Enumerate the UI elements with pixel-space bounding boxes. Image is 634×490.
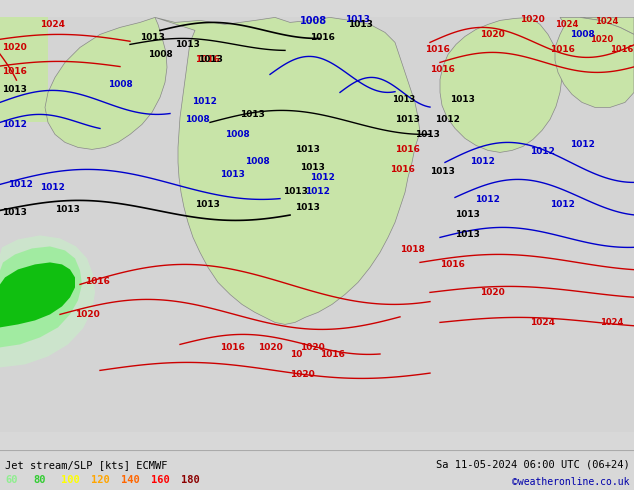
Text: 1013: 1013: [450, 96, 475, 104]
Text: 1013: 1013: [345, 15, 370, 24]
Text: 1016: 1016: [220, 343, 245, 352]
Text: 1013: 1013: [2, 85, 27, 95]
Polygon shape: [0, 263, 75, 327]
Text: 1013: 1013: [300, 163, 325, 172]
Text: 1013: 1013: [430, 168, 455, 176]
Text: 1013: 1013: [283, 187, 308, 196]
Text: 1012: 1012: [192, 98, 217, 106]
Text: 1013: 1013: [195, 200, 220, 209]
Polygon shape: [0, 235, 95, 368]
Text: 1013: 1013: [295, 146, 320, 154]
Text: Jet stream/SLP [kts] ECMWF: Jet stream/SLP [kts] ECMWF: [5, 460, 167, 470]
Polygon shape: [155, 18, 420, 324]
Text: 1018: 1018: [400, 245, 425, 254]
Text: 1016: 1016: [85, 277, 110, 287]
Text: 1020: 1020: [590, 35, 613, 45]
Polygon shape: [580, 18, 634, 34]
Text: 1020: 1020: [290, 370, 314, 379]
Text: 1013: 1013: [240, 110, 265, 120]
Text: 1016: 1016: [390, 166, 415, 174]
Text: 1016: 1016: [310, 33, 335, 43]
Text: 10: 10: [290, 350, 302, 359]
Text: 1020: 1020: [258, 343, 283, 352]
Text: 1020: 1020: [480, 30, 505, 39]
Text: 1016: 1016: [430, 65, 455, 74]
Text: 1012: 1012: [530, 147, 555, 156]
Text: 1012: 1012: [435, 116, 460, 124]
Text: 1013: 1013: [455, 230, 480, 240]
Text: 1024: 1024: [555, 21, 578, 29]
Text: 1013: 1013: [140, 33, 165, 43]
Text: 1012: 1012: [470, 157, 495, 167]
Text: 1013: 1013: [295, 203, 320, 212]
Text: 1008: 1008: [570, 30, 595, 39]
Text: 180: 180: [181, 475, 200, 485]
Text: 1008: 1008: [300, 16, 327, 26]
Text: 1013: 1013: [198, 55, 223, 64]
Text: 1012: 1012: [40, 183, 65, 193]
Text: 1020: 1020: [2, 44, 27, 52]
Text: 1013: 1013: [175, 40, 200, 49]
Polygon shape: [45, 18, 167, 149]
Text: 1024: 1024: [595, 18, 618, 26]
Text: 1008: 1008: [245, 157, 269, 167]
Text: 1016: 1016: [440, 260, 465, 270]
Polygon shape: [440, 18, 562, 152]
Text: 1024: 1024: [600, 318, 623, 327]
Text: 1016: 1016: [195, 55, 220, 64]
Text: 160: 160: [151, 475, 170, 485]
Text: 1008: 1008: [185, 116, 210, 124]
Text: 1013: 1013: [220, 171, 245, 179]
Text: 100: 100: [61, 475, 80, 485]
Text: 1020: 1020: [480, 289, 505, 297]
Text: 1013: 1013: [415, 130, 440, 140]
Text: 1012: 1012: [8, 180, 33, 190]
Text: 1013: 1013: [392, 96, 415, 104]
Text: 1012: 1012: [310, 173, 335, 182]
Text: 1012: 1012: [2, 121, 27, 129]
Text: 1008: 1008: [108, 80, 133, 89]
Text: 1020: 1020: [520, 15, 545, 24]
Text: 1012: 1012: [475, 196, 500, 204]
Text: 1008: 1008: [148, 50, 172, 59]
Text: 1012: 1012: [305, 187, 330, 196]
Polygon shape: [0, 246, 82, 347]
Text: 1020: 1020: [75, 310, 100, 319]
Bar: [0, 18, 48, 122]
Text: 80: 80: [33, 475, 46, 485]
Text: 1012: 1012: [570, 141, 595, 149]
Polygon shape: [555, 18, 634, 107]
Text: 1016: 1016: [550, 46, 575, 54]
Text: 1016: 1016: [320, 350, 345, 359]
Text: 1016: 1016: [395, 146, 420, 154]
Text: 60: 60: [5, 475, 18, 485]
Text: 1013: 1013: [55, 205, 80, 215]
Text: 1013: 1013: [395, 116, 420, 124]
Text: 1024: 1024: [40, 21, 65, 29]
Text: 1020: 1020: [300, 343, 325, 352]
Text: ©weatheronline.co.uk: ©weatheronline.co.uk: [512, 477, 630, 487]
Text: 1012: 1012: [550, 200, 575, 209]
Text: 1024: 1024: [530, 318, 555, 327]
Text: 1013: 1013: [348, 21, 373, 29]
Text: 1016: 1016: [610, 46, 633, 54]
Text: 1008: 1008: [225, 130, 250, 140]
Text: 1013: 1013: [455, 210, 480, 220]
Text: 140: 140: [121, 475, 139, 485]
Text: 1013: 1013: [2, 208, 27, 218]
Text: 120: 120: [91, 475, 110, 485]
Text: Sa 11-05-2024 06:00 UTC (06+24): Sa 11-05-2024 06:00 UTC (06+24): [436, 460, 630, 470]
Text: 1016: 1016: [425, 46, 450, 54]
Text: 1016: 1016: [2, 68, 27, 76]
